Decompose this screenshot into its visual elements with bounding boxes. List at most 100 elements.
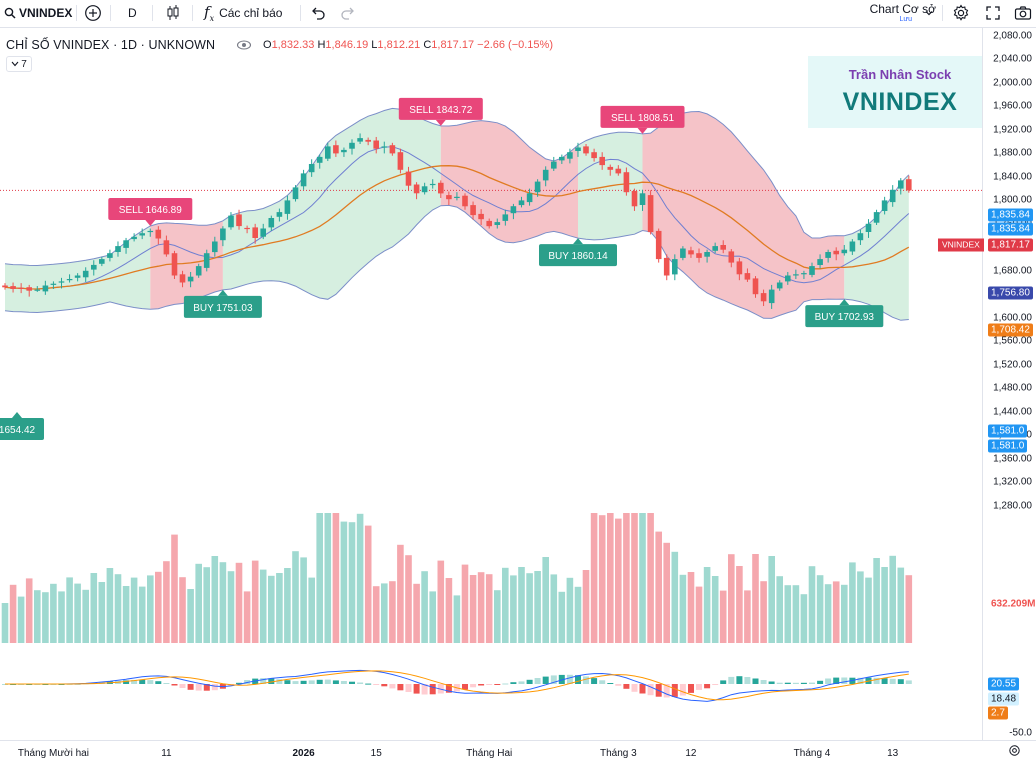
macd-histogram-bar (736, 676, 743, 684)
low-label: L (371, 39, 378, 51)
macd-histogram-bar (728, 676, 735, 684)
time-tick: 2026 (292, 748, 315, 759)
candle-body (373, 140, 379, 149)
scale-settings-button[interactable] (1008, 744, 1021, 762)
volume-bar (356, 513, 364, 643)
signal-pointer (839, 299, 850, 306)
time-tick: 13 (887, 748, 899, 759)
volume-bar (849, 562, 856, 643)
price-tick: 1,320.00 (993, 476, 1032, 488)
undo-button[interactable] (310, 0, 326, 26)
candle-body (260, 228, 266, 237)
candles-style-button[interactable] (164, 0, 182, 26)
candle-body (898, 180, 904, 189)
macd-histogram-bar (889, 678, 896, 684)
volume-bar (17, 596, 25, 643)
volume-bar (494, 590, 501, 643)
macd-histogram-bar (833, 677, 840, 684)
volume-bar (744, 590, 751, 643)
candle-body (212, 241, 218, 253)
fullscreen-button[interactable] (985, 0, 1001, 26)
macd-histogram-bar (139, 679, 146, 684)
price-chart[interactable]: SELL 1646.89 BUY 1751.03 SELL 1843.72 BUY 1… (0, 28, 982, 740)
symbol-search-button[interactable]: VNINDEX (4, 0, 72, 26)
candle-body (91, 264, 97, 270)
volume-bar (647, 513, 654, 643)
close-label: C (423, 39, 432, 51)
open-value: 1,832.33 (271, 39, 315, 51)
redo-button[interactable] (340, 0, 356, 26)
function-icon: fx (204, 3, 215, 23)
volume-bar (25, 578, 33, 643)
candle-body (591, 152, 597, 159)
volume-bar (453, 595, 461, 643)
volume-bar (300, 557, 307, 643)
sell-zone (440, 120, 578, 243)
volume-bars (1, 513, 913, 643)
signal-pointer (573, 238, 583, 245)
signal-label: SELL 1808.51 (611, 113, 674, 124)
volume-bar (752, 554, 759, 643)
price-scale[interactable]: 2,080.00 2,040.00 2,000.00 1,960.00 1,920.00… (982, 28, 1036, 740)
buy-signal: BUY 1702.93 (805, 299, 884, 328)
visibility-toggle[interactable] (236, 38, 252, 57)
sell-signal: SELL 1843.72 (398, 97, 483, 126)
price-tick: 1,440.00 (993, 406, 1032, 418)
macd-histogram-bar (768, 681, 775, 684)
volume-bar (405, 555, 412, 643)
macd-histogram-bar (542, 676, 549, 684)
price-tick: 1,560.00 (993, 335, 1032, 347)
candle-body (623, 172, 630, 193)
volume-bar (155, 571, 162, 643)
candle-body (865, 223, 872, 232)
chart-legend-title[interactable]: CHỈ SỐ VNINDEX · 1D · UNKNOWN (6, 38, 216, 52)
lower-band-label-2: 1,581.0 (988, 439, 1028, 453)
low-value: 1,812.21 (377, 39, 421, 51)
chart-layout-dropdown[interactable] (924, 0, 934, 26)
macd-histogram-bar (583, 676, 589, 684)
volume-bar (534, 571, 541, 643)
volume-bar (389, 581, 396, 643)
candle-body (873, 212, 880, 223)
chart-layout-button[interactable]: Chart Cơ sở Lưu (870, 0, 936, 26)
volume-bar (308, 577, 315, 643)
chevron-down-icon (925, 11, 933, 16)
volume-bar (542, 557, 549, 643)
candle-body (365, 139, 371, 142)
volume-bar (421, 571, 428, 643)
macd-pane (2, 669, 912, 702)
macd-histogram-bar (744, 677, 751, 684)
volume-bar (251, 560, 259, 643)
candle-body (26, 287, 32, 291)
candle-body (381, 146, 388, 148)
candle-body (268, 218, 275, 228)
interval-button[interactable]: D (128, 0, 137, 26)
time-axis[interactable]: Tháng Mười hai 11 2026 15 Tháng Hai Tháng 3 12… (0, 740, 1036, 768)
interval-label: D (128, 6, 137, 20)
macd-histogram-bar (607, 683, 614, 684)
candlesticks (2, 133, 912, 309)
volume-bar (195, 563, 202, 643)
volume-bar (227, 571, 235, 643)
indicators-button[interactable]: fx Các chỉ báo (204, 0, 282, 26)
trade-signals: SELL 1646.89 BUY 1751.03 SELL 1843.72 BUY 1… (0, 97, 884, 440)
candle-body (18, 287, 24, 289)
macd-histogram-bar (429, 684, 436, 695)
candle-body (325, 146, 331, 159)
signal-label: BUY 1751.03 (193, 303, 253, 314)
chevron-down-icon (11, 61, 19, 67)
candle-body (607, 166, 614, 170)
settings-button[interactable] (952, 0, 970, 26)
macd-histogram-bar (566, 674, 573, 684)
price-tick: 1,960.00 (993, 100, 1032, 112)
volume-bar (74, 583, 81, 643)
volume-bar (510, 575, 517, 643)
ohlc-values: O1,832.33 H1,846.19 L1,812.21 C1,817.17 … (263, 39, 553, 51)
screenshot-button[interactable] (1014, 0, 1032, 26)
volume-bar (219, 562, 227, 643)
signal-pointer (435, 119, 446, 126)
volume-bar (381, 583, 388, 643)
candle-body (99, 259, 105, 264)
compare-add-button[interactable] (84, 0, 102, 26)
indicators-collapse-button[interactable]: 7 (6, 56, 32, 72)
